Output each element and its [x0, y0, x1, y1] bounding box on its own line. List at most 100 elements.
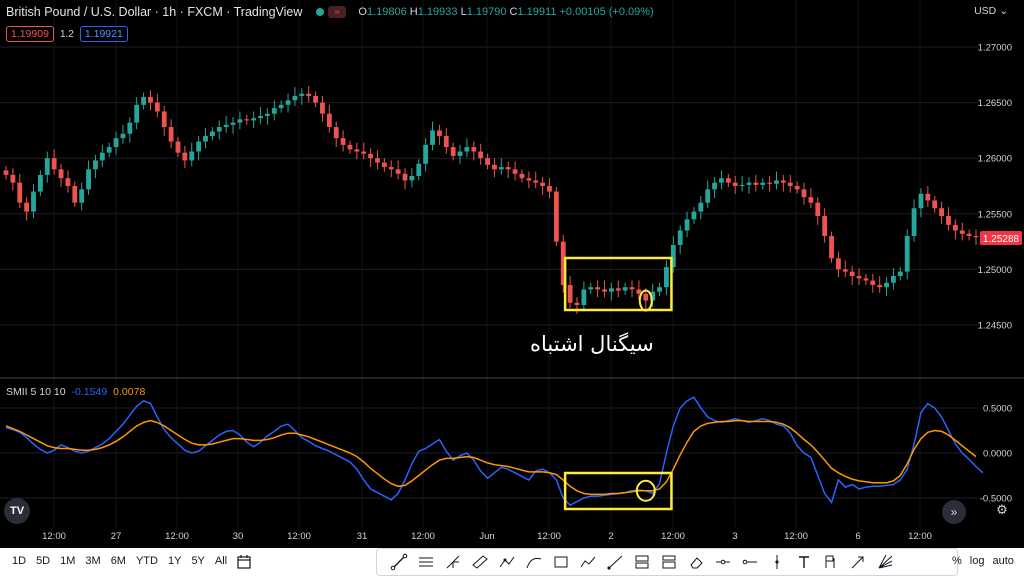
horizontal-lines-icon [418, 557, 433, 567]
sell-button[interactable]: 1.19909 [6, 26, 54, 42]
candle-body [10, 174, 16, 183]
candle-body [664, 267, 669, 288]
channel-tool[interactable] [468, 551, 491, 573]
bottom-toolbar: 1D 5D 1M 3M 6M YTD 1Y 5Y All % log auto [0, 548, 1024, 576]
indicator-name: SMII 5 10 10 [6, 386, 66, 398]
ohlc-values: O1.19806 H1.19933 L1.19790 C1.19911 +0.0… [358, 6, 654, 18]
flags-tool[interactable] [819, 551, 842, 573]
short-position-tool[interactable] [657, 551, 680, 573]
candle-body [375, 158, 380, 163]
currency-selector[interactable]: USD ⌄ [974, 5, 1008, 17]
percent-scale-toggle[interactable]: % [952, 555, 962, 567]
candle-body [904, 236, 910, 272]
range-1y[interactable]: 1Y [167, 555, 182, 567]
text-tool[interactable] [792, 551, 815, 573]
path-tool[interactable] [495, 551, 518, 573]
pitchfork-icon [446, 555, 459, 569]
range-1m[interactable]: 1M [60, 555, 76, 567]
candle-body [739, 184, 745, 186]
range-5d[interactable]: 5D [36, 555, 51, 567]
indicator-axis[interactable]: 0.5000 0.0000 -0.5000 [980, 404, 1012, 505]
indicator-cross-ellipse [635, 479, 656, 502]
candle-body [196, 141, 202, 152]
horizontal-line-tool[interactable] [711, 551, 734, 573]
spread-value: 1.2 [59, 28, 74, 40]
range-3m[interactable]: 3M [85, 555, 101, 567]
symbol-title[interactable]: British Pound / U.S. Dollar · 1h · FXCM … [6, 5, 303, 19]
price-axis[interactable]: 1.27000 1.26500 1.26000 1.25500 1.25000 1.245… [978, 43, 1012, 332]
candle-body [774, 180, 779, 184]
candle-body [113, 138, 119, 148]
candle-body [3, 170, 9, 175]
polyline-tool[interactable] [576, 551, 599, 573]
candle-body [485, 158, 490, 165]
time-tick-label: 6 [855, 531, 860, 542]
range-ytd[interactable]: YTD [135, 555, 158, 567]
vertical-line-tool[interactable] [765, 551, 788, 573]
horizontal-lines-tool[interactable] [414, 551, 437, 573]
candle-body [849, 271, 855, 277]
calendar-icon[interactable] [236, 554, 252, 570]
indicator-tick-label: 0.0000 [983, 449, 1012, 460]
candle-body [333, 127, 339, 139]
rectangle-icon [554, 556, 567, 568]
range-1d[interactable]: 1D [12, 555, 27, 567]
candle-body [450, 147, 456, 156]
rectangle-tool[interactable] [549, 551, 572, 573]
candle-body [760, 182, 766, 185]
long-position-icon [635, 555, 648, 569]
curve-tool[interactable] [522, 551, 545, 573]
candle-body [44, 158, 50, 175]
candle-body [574, 302, 580, 305]
tradingview-logo-icon[interactable]: TV [4, 498, 30, 524]
candle-body [161, 111, 167, 128]
log-scale-toggle[interactable]: log [969, 555, 985, 567]
candle-body [457, 151, 463, 156]
candle-body [505, 167, 511, 170]
gann-fan-tool[interactable] [873, 551, 896, 573]
eraser-tool[interactable] [684, 551, 707, 573]
candle-body [51, 158, 57, 170]
trend-line-icon [390, 553, 407, 571]
candle-body [829, 236, 834, 259]
buy-button[interactable]: 1.19921 [79, 26, 128, 42]
range-6m[interactable]: 6M [110, 555, 126, 567]
candle-body [148, 97, 153, 103]
range-all[interactable]: All [214, 555, 228, 567]
trend-line-tool[interactable] [387, 551, 410, 573]
candle-body [911, 208, 917, 237]
candle-body [361, 151, 367, 154]
gann-fan-icon [878, 554, 892, 569]
candle-body [602, 289, 607, 292]
candle-body [416, 163, 422, 176]
price-signal-ellipse [638, 289, 653, 312]
candle-body [265, 113, 270, 116]
long-position-tool[interactable] [630, 551, 653, 573]
candle-body [285, 100, 291, 105]
date-range-selector: 1D 5D 1M 3M 6M YTD 1Y 5Y All [12, 555, 227, 567]
candle-body [354, 149, 360, 152]
candle-body [299, 93, 305, 96]
indicator-value-signal: 0.0078 [113, 386, 146, 398]
time-axis[interactable]: 12:00 27 12:00 30 12:00 31 12:00 Jun 12:00 2 12:00… [42, 531, 932, 542]
pitchfork-tool[interactable] [441, 551, 464, 573]
candle-body [595, 287, 601, 290]
candle-body [271, 108, 277, 114]
horizontal-ray-tool[interactable] [738, 551, 761, 573]
gear-icon[interactable]: ⚙ [996, 502, 1008, 517]
candle-body [863, 278, 869, 281]
range-5y[interactable]: 5Y [191, 555, 205, 567]
auto-scale-toggle[interactable]: auto [992, 555, 1014, 567]
scroll-to-realtime-button[interactable]: » [942, 500, 966, 524]
chevron-down-icon: ⌄ [999, 5, 1008, 17]
candle-body [278, 104, 284, 109]
ray-tool[interactable] [603, 551, 626, 573]
arrow-tool[interactable] [846, 551, 869, 573]
time-tick-label: 12:00 [908, 531, 932, 542]
indicator-legend[interactable]: SMII 5 10 10 -0.1549 0.0078 [6, 386, 145, 398]
candle-body [932, 200, 938, 209]
candle-body [203, 135, 208, 142]
candle-body [925, 193, 931, 201]
market-open-icon [316, 8, 325, 16]
